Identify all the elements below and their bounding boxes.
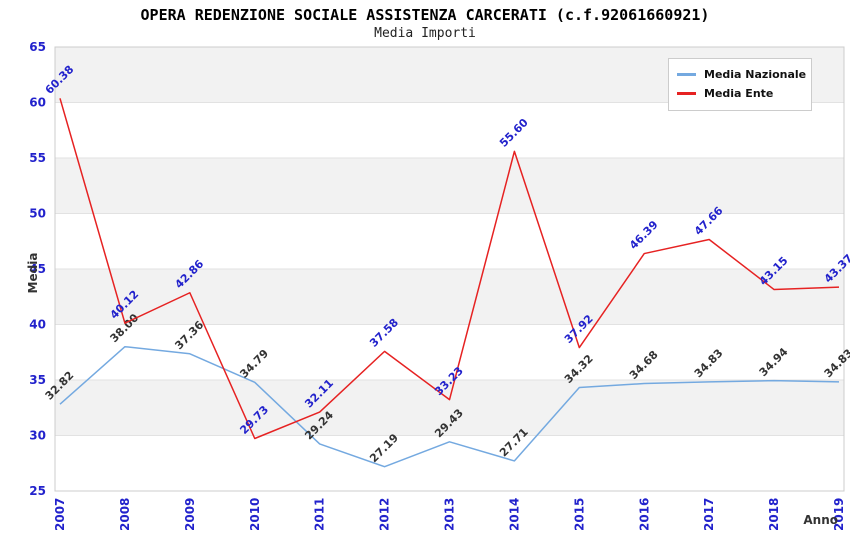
plot-band xyxy=(55,324,844,380)
plot-band xyxy=(55,435,844,491)
x-tick-label: 2010 xyxy=(248,498,262,531)
x-tick-label: 2017 xyxy=(702,498,716,531)
y-tick-label: 35 xyxy=(29,373,46,387)
legend-swatch-ente-icon xyxy=(677,92,696,95)
x-tick-label: 2019 xyxy=(832,498,846,531)
x-tick-label: 2011 xyxy=(313,498,327,531)
x-tick-label: 2016 xyxy=(637,498,651,531)
y-tick-label: 50 xyxy=(29,207,46,221)
x-axis-title: Anno xyxy=(803,513,838,527)
legend-swatch-nazionale-icon xyxy=(677,73,696,76)
legend-item-nazionale[interactable]: Media Nazionale xyxy=(677,68,811,81)
legend-label-ente: Media Ente xyxy=(704,87,774,100)
plot-band xyxy=(55,380,844,436)
y-tick-label: 30 xyxy=(29,429,46,443)
legend-label-nazionale: Media Nazionale xyxy=(704,68,807,81)
legend-item-ente[interactable]: Media Ente xyxy=(677,87,811,100)
y-tick-label: 55 xyxy=(29,151,46,165)
legend: Media Nazionale Media Ente xyxy=(668,58,812,111)
x-tick-label: 2012 xyxy=(378,498,392,531)
line-media-nazionale xyxy=(59,345,840,468)
chart-title: OPERA REDENZIONE SOCIALE ASSISTENZA CARC… xyxy=(140,6,710,24)
y-axis-title: Media xyxy=(26,252,40,294)
plot-band xyxy=(55,158,844,214)
x-tick-label: 2008 xyxy=(118,498,132,531)
plot-band xyxy=(55,213,844,269)
chart-subtitle: Media Importi xyxy=(374,26,476,41)
x-tick-label: 2013 xyxy=(443,498,457,531)
y-tick-label: 25 xyxy=(29,484,46,498)
y-tick-label: 45 xyxy=(29,262,46,276)
x-tick-label: 2009 xyxy=(183,498,197,531)
x-tick-label: 2015 xyxy=(572,498,586,531)
x-tick-label: 2014 xyxy=(507,498,521,531)
y-tick-label: 60 xyxy=(29,96,46,110)
plot-band xyxy=(55,102,844,158)
line-media-ente xyxy=(59,98,840,440)
y-tick-label: 65 xyxy=(29,40,46,54)
plot-band xyxy=(55,269,844,325)
y-tick-label: 40 xyxy=(29,318,46,332)
x-tick-label: 2007 xyxy=(53,498,67,531)
plot-border xyxy=(54,46,845,492)
x-tick-label: 2018 xyxy=(767,498,781,531)
